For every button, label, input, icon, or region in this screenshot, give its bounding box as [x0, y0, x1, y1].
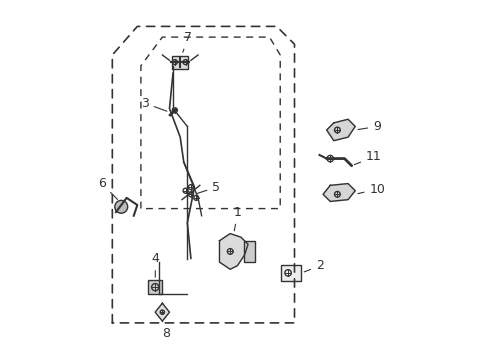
Text: 6: 6 [98, 177, 117, 199]
Text: 10: 10 [357, 183, 385, 195]
Text: 11: 11 [353, 150, 381, 165]
Polygon shape [155, 303, 169, 321]
Text: 8: 8 [162, 321, 170, 340]
Text: 9: 9 [357, 120, 380, 133]
FancyBboxPatch shape [148, 280, 162, 294]
Polygon shape [326, 119, 354, 141]
FancyBboxPatch shape [172, 56, 188, 68]
Circle shape [115, 201, 127, 213]
FancyBboxPatch shape [281, 265, 300, 281]
Text: 7: 7 [183, 31, 191, 52]
Text: 3: 3 [141, 97, 166, 111]
Text: 4: 4 [151, 252, 159, 277]
Text: 2: 2 [304, 259, 323, 272]
Polygon shape [323, 184, 354, 202]
Polygon shape [219, 234, 247, 269]
Text: 5: 5 [197, 181, 220, 194]
Text: 1: 1 [233, 206, 241, 231]
FancyBboxPatch shape [244, 241, 255, 262]
